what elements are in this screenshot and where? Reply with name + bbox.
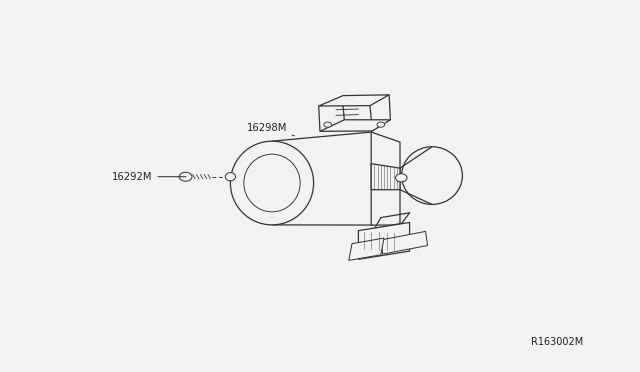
Ellipse shape [225,173,236,181]
Polygon shape [349,238,384,260]
Polygon shape [358,222,410,259]
Text: R163002M: R163002M [531,337,583,347]
Ellipse shape [179,172,192,181]
Ellipse shape [230,141,314,225]
Ellipse shape [244,154,300,212]
Polygon shape [371,164,400,190]
Ellipse shape [324,122,332,127]
Polygon shape [320,120,390,131]
Polygon shape [319,95,389,106]
Text: 16292M: 16292M [112,172,186,182]
Polygon shape [371,132,400,225]
Text: 16298M: 16298M [246,124,294,136]
Ellipse shape [396,174,407,182]
Ellipse shape [402,147,462,205]
Polygon shape [381,231,428,254]
Ellipse shape [377,122,385,127]
